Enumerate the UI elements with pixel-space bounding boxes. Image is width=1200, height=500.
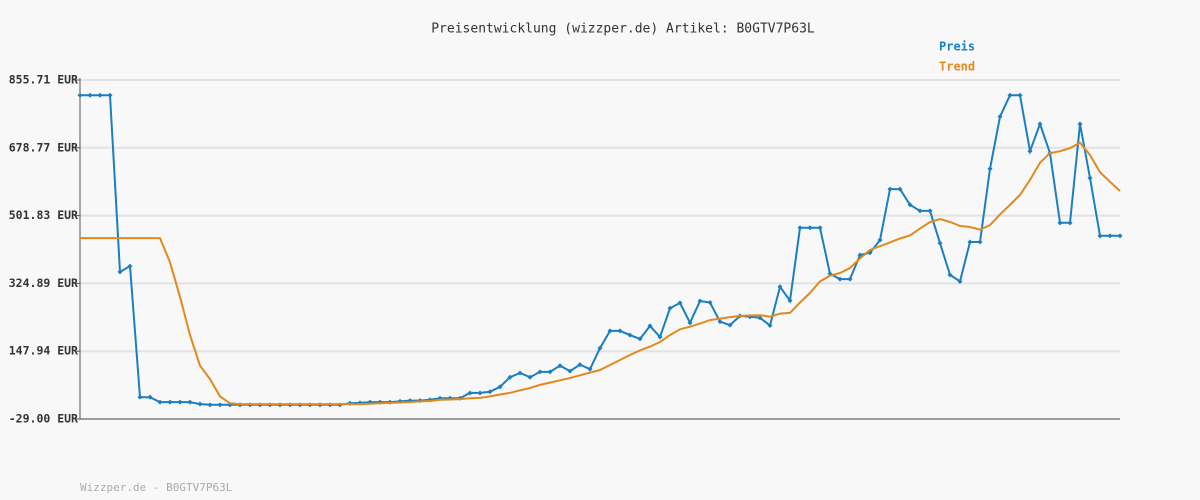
data-point [607,328,613,334]
data-point [1087,175,1093,181]
data-point [977,239,983,245]
data-point [1017,92,1023,98]
series-line [80,141,1121,406]
data-point [617,328,623,334]
data-point [517,370,523,376]
data-point [837,276,843,282]
data-point [787,298,793,304]
data-point [467,390,473,396]
data-point [537,369,543,375]
data-point [577,362,583,368]
data-point [487,389,493,395]
data-point [877,237,883,243]
y-tick-label: 324.89 EUR [9,276,78,290]
data-point [557,363,563,369]
data-point [887,186,893,192]
data-point [527,374,533,380]
data-point [907,202,913,208]
data-point [927,208,933,214]
data-point [937,240,943,246]
data-point [157,399,163,405]
data-point [997,114,1003,120]
data-point [97,92,103,98]
footer: Wizzper.de - B0GTV7P63L [80,481,233,494]
chart-title: Preisentwicklung (wizzper.de) Artikel: B… [431,22,815,37]
data-point [917,208,923,214]
data-point [687,320,693,326]
data-point [697,298,703,304]
data-point [507,374,513,380]
data-point [177,399,183,405]
data-point [87,92,93,98]
data-point [767,323,773,329]
data-point [707,300,713,306]
data-point [1067,220,1073,226]
data-point [477,390,483,396]
data-point [657,334,663,340]
y-tick-label: 501.83 EUR [9,208,78,222]
data-point [567,368,573,374]
data-point [167,399,173,405]
data-point [717,319,723,325]
y-tick-label: -29.00 EUR [9,412,78,426]
y-tick-label: 678.77 EUR [9,140,78,154]
data-point [497,384,503,390]
data-point [967,239,973,245]
y-tick-label: 855.71 EUR [9,73,78,87]
data-point [217,402,223,408]
data-point [187,399,193,405]
data-point [627,332,633,338]
data-point [797,225,803,231]
data-point [1077,121,1083,127]
data-point [777,284,783,290]
data-point [957,278,963,284]
data-point [807,225,813,231]
data-point [1097,233,1103,239]
data-point [137,394,143,400]
data-point [117,269,123,275]
data-point [147,394,153,400]
data-point [1027,148,1033,154]
legend-label: Preis [939,40,975,54]
data-point [107,92,113,98]
data-point [207,402,213,408]
data-point [847,276,853,282]
data-point [77,92,83,98]
data-point [1117,233,1123,239]
data-point [597,345,603,351]
data-point [127,263,133,269]
data-point [667,305,673,311]
data-point [677,300,683,306]
data-point [817,225,823,231]
data-point [1107,233,1113,239]
data-point [547,369,553,375]
data-point [197,401,203,407]
data-point [587,366,593,372]
data-point [637,336,643,342]
data-point [1007,92,1013,98]
legend-label: Trend [939,60,975,74]
data-point [1057,220,1063,226]
data-point [757,315,763,321]
y-tick-label: 147.94 EUR [9,344,78,358]
data-point [897,186,903,192]
data-point [987,166,993,172]
data-point [647,323,653,329]
data-point [727,322,733,328]
data-point [947,272,953,278]
data-point [1037,121,1043,127]
